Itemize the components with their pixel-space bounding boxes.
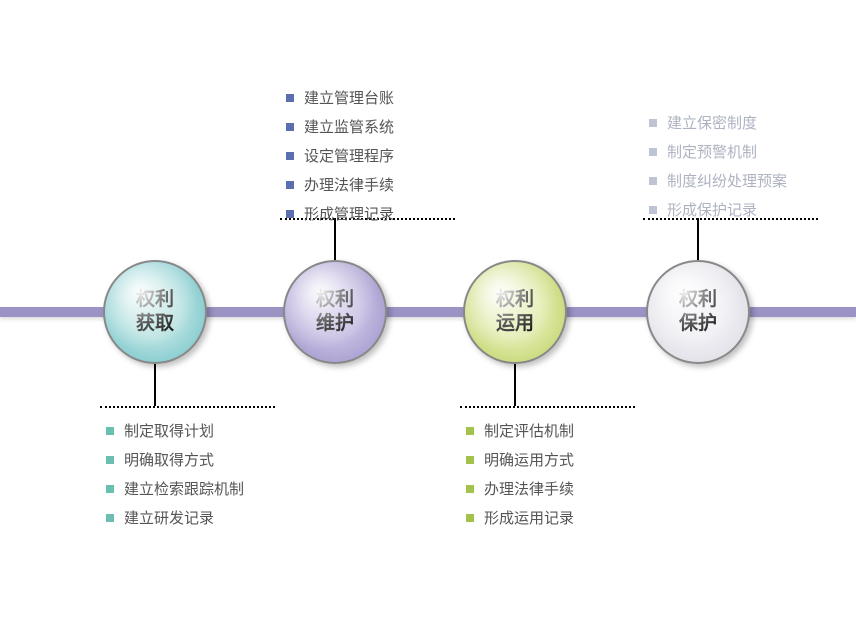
- node-label: 权利 保护: [679, 288, 717, 336]
- bullet-icon: [106, 514, 114, 522]
- list-item: 建立保密制度: [649, 112, 787, 133]
- process-node-protect: 权利 保护: [646, 260, 750, 364]
- connector-line: [514, 364, 516, 406]
- bullet-icon: [466, 514, 474, 522]
- bullet-icon: [106, 485, 114, 493]
- bullet-icon: [286, 152, 294, 160]
- list-item-text: 制定预警机制: [667, 141, 757, 162]
- bullet-icon: [466, 485, 474, 493]
- list-item: 制定预警机制: [649, 141, 787, 162]
- list-item-text: 形成管理记录: [304, 203, 394, 224]
- callout-hline: [460, 406, 635, 408]
- item-list-maintain: 建立管理台账建立监管系统设定管理程序办理法律手续形成管理记录: [286, 87, 394, 232]
- bullet-icon: [286, 123, 294, 131]
- list-item-text: 形成运用记录: [484, 507, 574, 528]
- list-item-text: 制定评估机制: [484, 420, 574, 441]
- list-item-text: 建立检索跟踪机制: [124, 478, 244, 499]
- process-node-maintain: 权利 维护: [283, 260, 387, 364]
- list-item-text: 办理法律手续: [304, 174, 394, 195]
- list-item: 明确取得方式: [106, 449, 244, 470]
- list-item-text: 制度纠纷处理预案: [667, 170, 787, 191]
- bullet-icon: [649, 206, 657, 214]
- list-item: 建立管理台账: [286, 87, 394, 108]
- node-label: 权利 获取: [136, 288, 174, 336]
- list-item: 制定取得计划: [106, 420, 244, 441]
- list-item-text: 建立研发记录: [124, 507, 214, 528]
- list-item-text: 建立监管系统: [304, 116, 394, 137]
- list-item-text: 建立管理台账: [304, 87, 394, 108]
- node-label: 权利 运用: [496, 288, 534, 336]
- process-node-use: 权利 运用: [463, 260, 567, 364]
- bullet-icon: [649, 119, 657, 127]
- bullet-icon: [286, 210, 294, 218]
- bullet-icon: [466, 456, 474, 464]
- list-item: 建立监管系统: [286, 116, 394, 137]
- bullet-icon: [286, 181, 294, 189]
- node-label: 权利 维护: [316, 288, 354, 336]
- list-item-text: 明确运用方式: [484, 449, 574, 470]
- list-item: 建立检索跟踪机制: [106, 478, 244, 499]
- callout-hline: [100, 406, 275, 408]
- list-item: 形成管理记录: [286, 203, 394, 224]
- item-list-use: 制定评估机制明确运用方式办理法律手续形成运用记录: [466, 420, 574, 536]
- list-item: 设定管理程序: [286, 145, 394, 166]
- bullet-icon: [106, 427, 114, 435]
- bullet-icon: [649, 148, 657, 156]
- list-item-text: 办理法律手续: [484, 478, 574, 499]
- process-node-acquire: 权利 获取: [103, 260, 207, 364]
- item-list-acquire: 制定取得计划明确取得方式建立检索跟踪机制建立研发记录: [106, 420, 244, 536]
- bullet-icon: [466, 427, 474, 435]
- list-item-text: 制定取得计划: [124, 420, 214, 441]
- list-item: 办理法律手续: [466, 478, 574, 499]
- list-item: 制定评估机制: [466, 420, 574, 441]
- list-item: 建立研发记录: [106, 507, 244, 528]
- list-item: 形成保护记录: [649, 199, 787, 220]
- item-list-protect: 建立保密制度制定预警机制制度纠纷处理预案形成保护记录: [649, 112, 787, 228]
- list-item-text: 建立保密制度: [667, 112, 757, 133]
- connector-line: [154, 364, 156, 406]
- list-item: 形成运用记录: [466, 507, 574, 528]
- list-item-text: 设定管理程序: [304, 145, 394, 166]
- list-item-text: 形成保护记录: [667, 199, 757, 220]
- bullet-icon: [106, 456, 114, 464]
- bullet-icon: [286, 94, 294, 102]
- bullet-icon: [649, 177, 657, 185]
- list-item-text: 明确取得方式: [124, 449, 214, 470]
- list-item: 制度纠纷处理预案: [649, 170, 787, 191]
- list-item: 明确运用方式: [466, 449, 574, 470]
- list-item: 办理法律手续: [286, 174, 394, 195]
